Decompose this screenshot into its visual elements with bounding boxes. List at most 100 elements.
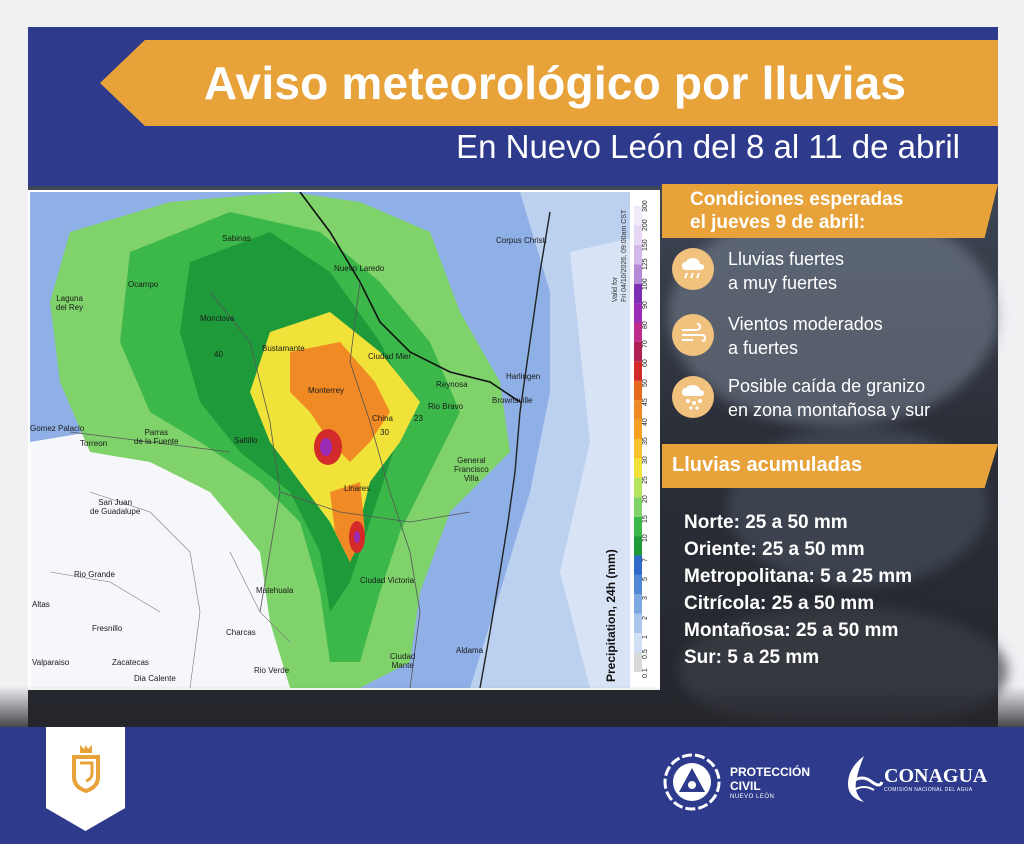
road-number-label: 23 — [414, 414, 423, 423]
colorbar-tick-label: 100 — [642, 277, 649, 290]
place-label: Rio Bravo — [428, 402, 464, 411]
place-label: Ocampo — [128, 280, 159, 289]
place-label: Ciudad Mante — [390, 652, 416, 670]
colorbar-tick-label: 35 — [642, 437, 649, 445]
colorbar-tick-label: 125 — [642, 258, 649, 271]
place-label: Harlingen — [506, 372, 541, 381]
place-label: San Juan de Guadalupe — [90, 498, 141, 516]
colorbar-swatch — [634, 613, 642, 634]
proteccion-civil-title: PROTECCIÓN CIVIL — [730, 765, 811, 793]
place-label: Nuevo Laredo — [334, 264, 385, 273]
colorbar-swatch — [634, 439, 642, 459]
road-number-label: 30 — [380, 428, 389, 437]
colorbar-swatch — [634, 536, 642, 556]
place-label: Monclova — [200, 314, 235, 323]
colorbar-swatch — [634, 206, 642, 226]
place-label: Fresnillo — [92, 624, 123, 633]
conditions-heading-tag: Condiciones esperadas el jueves 9 de abr… — [662, 184, 998, 238]
conagua-subtitle: COMISIÓN NACIONAL DEL AGUA — [884, 787, 973, 793]
colorbar-tick-label: 45 — [642, 398, 649, 407]
colorbar-tick-label: 7 — [642, 557, 649, 562]
colorbar-swatch — [634, 652, 642, 672]
colorbar-swatch — [634, 419, 642, 439]
colorbar-tick-label: 2 — [642, 615, 649, 620]
place-label: Laguna del Rey — [56, 294, 84, 312]
colorbar-swatch — [634, 322, 642, 342]
page-title: Aviso meteorológico por lluvias — [203, 57, 907, 109]
colorbar-tick-label: 70 — [642, 340, 649, 348]
place-label: Parras de la Fuente — [134, 428, 179, 446]
rain-region-line: Norte: 25 a 50 mm — [684, 512, 848, 533]
colorbar-tick-label: 3 — [642, 596, 649, 601]
colorbar-tick-label: 150 — [642, 239, 649, 251]
city-skyline-fade — [0, 686, 1024, 730]
colorbar-swatch — [634, 244, 642, 265]
proteccion-civil-logo — [663, 753, 721, 811]
colorbar-tick-label: 10 — [642, 534, 649, 543]
title-banner — [100, 40, 998, 126]
colorbar-swatch — [634, 225, 642, 245]
colorbar-tick-label: 90 — [642, 301, 649, 310]
colorbar-swatch — [634, 361, 642, 381]
colorbar-swatch — [634, 477, 642, 498]
conditions-heading: Condiciones esperadas el jueves 9 de abr… — [690, 189, 904, 233]
place-label: Altas — [32, 600, 50, 609]
proteccion-civil-subtitle: NUEVO LEÓN — [730, 794, 775, 800]
conagua-title: CONAGUA — [884, 765, 988, 787]
colorbar-tick-label: 80 — [642, 320, 649, 329]
colorbar-tick-label: 200 — [642, 219, 649, 232]
colorbar-tick-label: 300 — [642, 200, 649, 212]
conagua-logo — [848, 756, 884, 802]
rain-cloud-icon — [672, 248, 714, 290]
colorbar-swatch — [634, 380, 642, 401]
colorbar-swatch — [634, 283, 642, 304]
rain-region-line: Metropolitana: 5 a 25 mm — [684, 566, 913, 587]
condition-text: Vientos moderados a fuertes — [728, 314, 883, 358]
colorbar-tick-label: 60 — [642, 359, 649, 368]
place-label: Corpus Christi — [496, 236, 547, 245]
place-label: Aldama — [456, 646, 484, 655]
accumulated-heading: Lluvias acumuladas — [672, 454, 863, 476]
place-label: Torreon — [80, 439, 108, 448]
colorbar-tick-label: 30 — [642, 456, 649, 465]
place-label: Monterrey — [308, 386, 345, 395]
place-label: Reynosa — [436, 380, 468, 389]
condition-text: Posible caída de granizo en zona montaño… — [728, 376, 931, 420]
wind-icon — [672, 314, 714, 356]
place-label: Rio Verde — [254, 666, 290, 675]
colorbar-swatch — [634, 400, 642, 420]
colorbar-swatch — [634, 264, 642, 284]
place-label: Linares — [344, 484, 371, 493]
colorbar-swatch — [634, 574, 642, 595]
place-label: General Francisco Villa — [454, 456, 489, 483]
colorbar-swatch — [634, 497, 642, 517]
precipitation-map-graphic — [30, 192, 658, 688]
hail-icon — [672, 376, 714, 418]
rain-region-line: Montañosa: 25 a 50 mm — [684, 620, 899, 641]
place-label: Brownsville — [492, 396, 533, 405]
valid-time-label: Valid for Fri 04/10/2026, 09:00am CST — [612, 209, 628, 302]
colorbar-tick-label: 40 — [642, 417, 649, 426]
colorbar-tick-label: 0.5 — [642, 648, 649, 659]
condition-text: Lluvias fuertes a muy fuertes — [728, 249, 845, 293]
colorbar-title: Precipitation, 24h (mm) — [604, 549, 618, 682]
place-label: China — [372, 414, 393, 423]
colorbar-swatch — [634, 633, 642, 653]
nuevo-leon-shield-logo — [46, 727, 125, 831]
place-label: Matehuala — [256, 586, 294, 595]
precipitation-map: Corpus Christi Sabinas Nuevo Laredo Ocam… — [28, 190, 660, 690]
colorbar-swatch — [634, 594, 642, 614]
colorbar-swatch — [634, 458, 642, 478]
place-label: Valparaiso — [32, 658, 70, 667]
accumulated-heading-tag: Lluvias acumuladas — [662, 444, 998, 488]
place-label: Sabinas — [222, 234, 251, 243]
rain-region-line: Sur: 5 a 25 mm — [684, 647, 820, 668]
colorbar-tick-label: 25 — [642, 476, 649, 484]
rain-region-line: Citrícola: 25 a 50 mm — [684, 593, 875, 614]
place-label: Dia Calente — [134, 674, 176, 683]
place-label: Ciudad Mier — [368, 352, 412, 361]
colorbar-swatch — [634, 516, 642, 537]
colorbar-tick-label: 20 — [642, 495, 649, 504]
colorbar-tick-label: 0.1 — [642, 668, 649, 678]
